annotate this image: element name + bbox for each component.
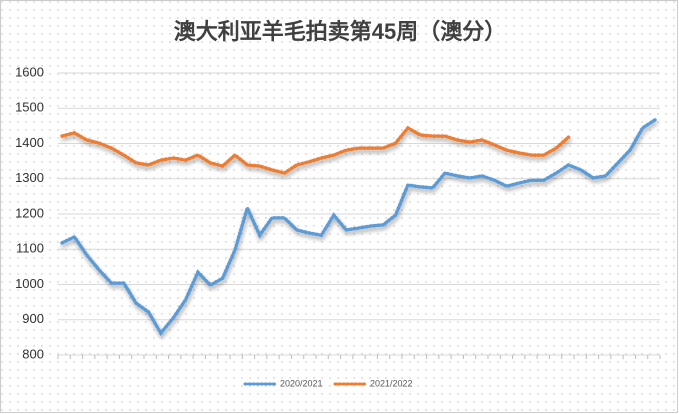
chart-title: 澳大利亚羊毛拍卖第45周（澳分）: [174, 19, 506, 44]
y-tick-label: 1300: [15, 170, 44, 185]
y-tick-label: 1200: [15, 205, 44, 220]
y-tick-label: 1000: [15, 276, 44, 291]
y-tick-label: 1100: [16, 241, 44, 256]
series-line: [60, 118, 657, 337]
y-tick-label: 1400: [15, 135, 44, 150]
series-line: [60, 125, 571, 175]
legend-label: 2021/2022: [370, 378, 413, 388]
y-tick-label: 800: [22, 346, 44, 361]
y-tick-label: 1500: [15, 100, 44, 115]
legend-label: 2020/2021: [280, 378, 323, 388]
y-tick-label: 900: [22, 311, 44, 326]
y-tick-label: 1600: [15, 64, 44, 79]
